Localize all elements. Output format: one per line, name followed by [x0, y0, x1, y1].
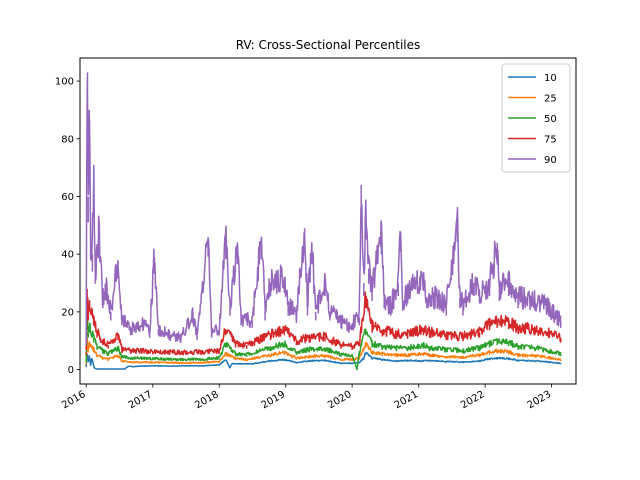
series-line-25: [85, 337, 562, 365]
series-line-90: [85, 72, 562, 346]
series-line-75: [85, 288, 562, 356]
y-tick-label: 0: [68, 365, 74, 376]
y-tick-label: 80: [61, 134, 74, 145]
series-line-10: [85, 352, 562, 370]
chart-title: RV: Cross-Sectional Percentiles: [236, 38, 421, 52]
legend: 10 25 50 75 90: [501, 63, 571, 173]
series-line-50: [85, 313, 562, 371]
y-axis: 0 20 40 60 80 100: [55, 77, 80, 376]
legend-label-25: 25: [544, 94, 557, 105]
y-tick-label: 20: [61, 307, 74, 318]
y-tick-label: 40: [61, 250, 74, 261]
series-layer: [85, 72, 562, 371]
legend-label-50: 50: [544, 114, 557, 125]
legend-label-90: 90: [544, 155, 557, 166]
y-tick-label: 60: [61, 192, 74, 203]
plot-area-frame: [79, 57, 577, 385]
legend-label-10: 10: [544, 73, 557, 84]
y-tick-label: 100: [55, 77, 74, 88]
legend-label-75: 75: [544, 135, 557, 146]
